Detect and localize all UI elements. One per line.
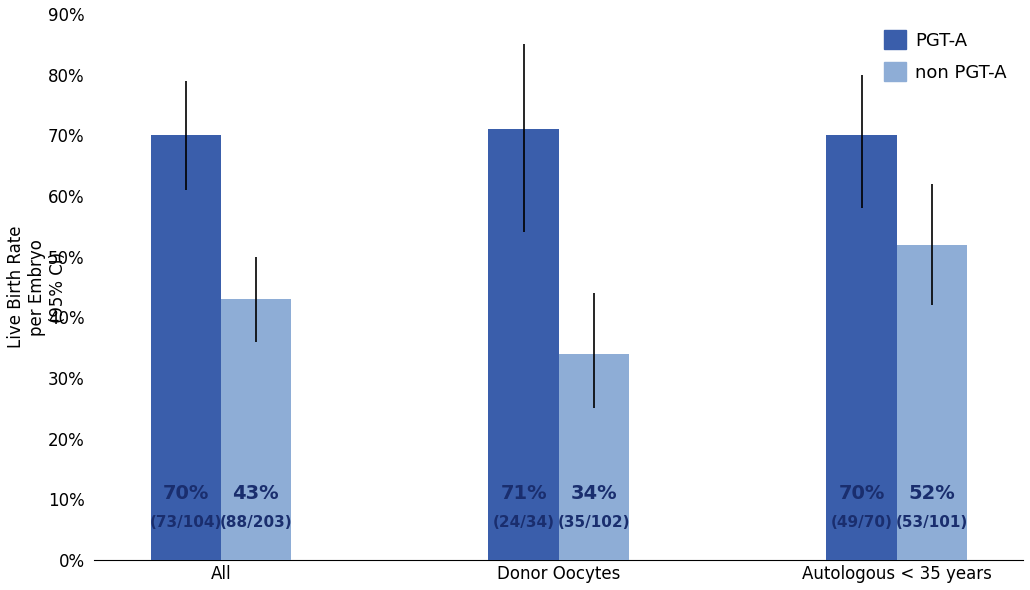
Bar — [150, 135, 220, 560]
Text: (24/34): (24/34) — [492, 515, 554, 530]
Text: (49/70): (49/70) — [830, 515, 892, 530]
Text: (35/102): (35/102) — [557, 515, 630, 530]
Text: 70%: 70% — [838, 484, 885, 503]
Text: 34%: 34% — [571, 484, 617, 503]
Text: (88/203): (88/203) — [219, 515, 293, 530]
Text: 52%: 52% — [908, 484, 955, 503]
Bar — [220, 299, 290, 560]
Y-axis label: Live Birth Rate
per Embryo
(95% CI): Live Birth Rate per Embryo (95% CI) — [7, 226, 67, 348]
Text: (73/104): (73/104) — [149, 515, 221, 530]
Bar — [897, 245, 967, 560]
Bar — [488, 129, 558, 560]
Bar — [558, 354, 629, 560]
Text: 71%: 71% — [501, 484, 547, 503]
Legend: PGT-A, non PGT-A: PGT-A, non PGT-A — [878, 23, 1014, 88]
Bar — [826, 135, 897, 560]
Text: 43%: 43% — [233, 484, 279, 503]
Text: (53/101): (53/101) — [896, 515, 968, 530]
Text: 70%: 70% — [163, 484, 209, 503]
